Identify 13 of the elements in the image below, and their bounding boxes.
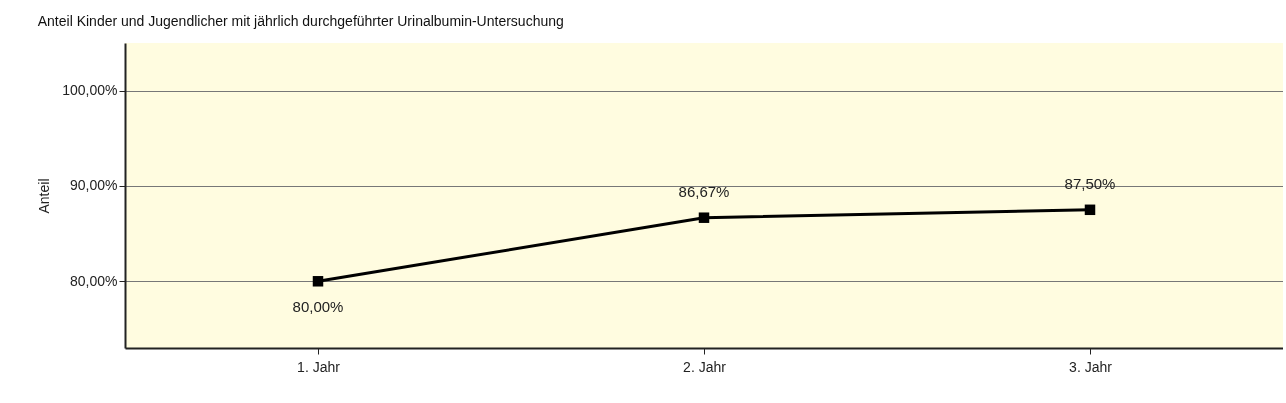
point — [698, 212, 710, 223]
chart-title: Anteil Kinder und Jugendlicher mit jährlich durchgeführter Urinalbumin-Untersuchung — [37, 13, 564, 29]
x-tick-label: 2. Jahr — [683, 358, 727, 375]
y-tick-label: 90,00% — [70, 177, 118, 194]
y-axis-title: Anteil — [36, 178, 53, 214]
y-tick-label: 80,00% — [70, 272, 118, 289]
point — [1084, 204, 1096, 216]
x-tick-label: 1. Jahr — [297, 358, 341, 375]
data-label: 80,00% — [292, 298, 344, 316]
data-label: 86,67% — [678, 182, 730, 200]
x-tick-label: 3. Jahr — [1069, 358, 1113, 375]
point — [312, 276, 324, 287]
y-tick-label: 100,00% — [62, 82, 118, 99]
